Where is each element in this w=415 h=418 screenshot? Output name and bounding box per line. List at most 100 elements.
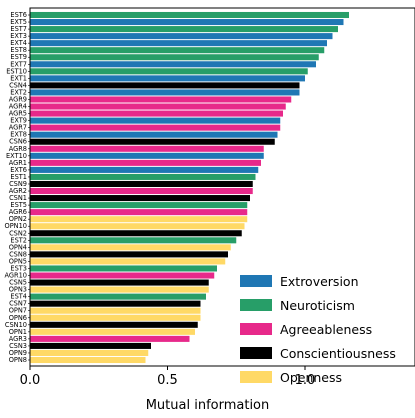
- bar-ext5: [30, 19, 344, 26]
- bar-opn4: [30, 244, 231, 251]
- bar-ext8: [30, 131, 278, 138]
- bar-opn6: [30, 314, 201, 321]
- legend-label: Openness: [280, 369, 343, 385]
- y-tick-label: EST1: [10, 173, 27, 181]
- y-tick-label: EXT10: [6, 152, 27, 160]
- bar-est1: [30, 173, 256, 180]
- y-tick-label: CSN6: [9, 138, 27, 146]
- legend-label: Neuroticism: [280, 297, 355, 313]
- y-tick-label: EST8: [10, 46, 27, 54]
- x-tick-label: 0.5: [157, 373, 178, 388]
- y-tick-label: EXT9: [10, 117, 27, 125]
- bar-ext2: [30, 89, 300, 96]
- y-tick-label: OPN3: [9, 286, 27, 294]
- y-tick-label: EXT3: [10, 32, 27, 40]
- bar-agr8: [30, 145, 264, 152]
- y-tick-label: OPN4: [9, 243, 27, 251]
- legend-swatch-agreeableness: [240, 323, 272, 335]
- bar-csn7: [30, 300, 201, 307]
- y-tick-label: OPN9: [9, 349, 27, 357]
- bar-csn9: [30, 180, 253, 188]
- bar-est7: [30, 26, 338, 33]
- y-tick-label: EXT8: [10, 131, 27, 139]
- bar-opn3: [30, 286, 209, 293]
- y-tick-label: EXT2: [10, 88, 27, 96]
- x-axis-title: Mutual information: [145, 398, 270, 413]
- y-tick-label: CSN4: [9, 81, 27, 89]
- legend-swatch-conscientiousness: [240, 347, 272, 359]
- plot-frame: [29, 7, 415, 367]
- legend-swatch-openness: [240, 371, 272, 383]
- y-tick-label: AGR9: [9, 95, 27, 103]
- legend-item-extroversion: Extroversion: [240, 270, 410, 292]
- y-tick-label: EST3: [10, 264, 27, 272]
- bar-csn6: [30, 138, 275, 145]
- y-tick-label: OPN1: [9, 328, 27, 336]
- y-tick-label: AGR10: [5, 272, 27, 280]
- legend-swatch-extroversion: [240, 275, 272, 287]
- y-tick-label: AGR2: [9, 187, 27, 195]
- y-tick-label: EXT6: [10, 166, 27, 174]
- y-tick-label: OPN8: [9, 356, 27, 364]
- bar-agr2: [30, 187, 253, 195]
- legend-item-openness: Openness: [240, 366, 410, 388]
- bar-est2: [30, 237, 237, 244]
- y-tick-label: CSN5: [9, 279, 27, 287]
- bar-agr6: [30, 209, 248, 216]
- bar-est3: [30, 265, 217, 272]
- y-tick-labels: EST6EXT5EST7EXT3EXT4EST8EST9EXT7EST10EXT…: [5, 11, 30, 364]
- bar-csn3: [30, 342, 151, 349]
- bar-ext7: [30, 61, 316, 68]
- y-tick-label: CSN8: [9, 250, 27, 258]
- bar-agr5: [30, 110, 283, 117]
- y-tick-label: OPN7: [9, 307, 27, 315]
- bar-csn1: [30, 195, 250, 202]
- bar-csn10: [30, 321, 198, 328]
- bar-csn4: [30, 82, 300, 89]
- y-tick-label: AGR7: [9, 124, 27, 132]
- bar-est6: [30, 11, 349, 19]
- bar-ext6: [30, 166, 259, 173]
- y-tick-label: CSN9: [9, 180, 27, 188]
- x-axis: 0.0 0.5 1.0: [20, 366, 316, 388]
- bar-est5: [30, 202, 248, 209]
- y-tick-label: EXT7: [10, 60, 27, 68]
- legend-label: Extroversion: [280, 273, 359, 289]
- bars-layer: [30, 11, 349, 364]
- bar-opn5: [30, 258, 226, 265]
- bar-ext4: [30, 40, 327, 47]
- legend-item-agreeableness: Agreeableness: [240, 318, 410, 340]
- y-tick-label: AGR5: [9, 110, 27, 118]
- y-tick-label: EST2: [10, 236, 27, 244]
- legend-item-conscientiousness: Conscientiousness: [240, 342, 410, 364]
- y-tick-label: EST10: [6, 67, 27, 75]
- y-tick-label: CSN3: [9, 342, 27, 350]
- legend-item-neuroticism: Neuroticism: [240, 294, 410, 316]
- bar-opn2: [30, 216, 248, 223]
- y-tick-label: CSN2: [9, 229, 27, 237]
- bar-opn9: [30, 349, 149, 356]
- legend: Extroversion Neuroticism Agreeableness C…: [240, 270, 410, 390]
- x-tick-label: 1.0: [295, 373, 316, 388]
- y-tick-label: EST6: [10, 11, 27, 19]
- y-tick-label: EST7: [10, 25, 27, 33]
- bar-est9: [30, 54, 319, 61]
- bar-est10: [30, 68, 308, 75]
- bar-opn10: [30, 223, 245, 230]
- legend-label: Conscientiousness: [280, 345, 396, 361]
- y-tick-label: EST4: [10, 293, 27, 301]
- bar-ext1: [30, 75, 305, 82]
- y-tick-label: OPN2: [9, 215, 27, 223]
- y-tick-label: AGR3: [9, 335, 27, 343]
- bar-csn5: [30, 279, 209, 286]
- bar-ext3: [30, 33, 333, 40]
- y-tick-label: OPN5: [9, 257, 27, 265]
- y-tick-label: EXT5: [10, 18, 27, 26]
- y-tick-label: CSN1: [9, 194, 27, 202]
- bar-agr3: [30, 335, 190, 342]
- bar-agr7: [30, 124, 281, 131]
- bar-agr10: [30, 272, 215, 279]
- bar-est4: [30, 293, 206, 300]
